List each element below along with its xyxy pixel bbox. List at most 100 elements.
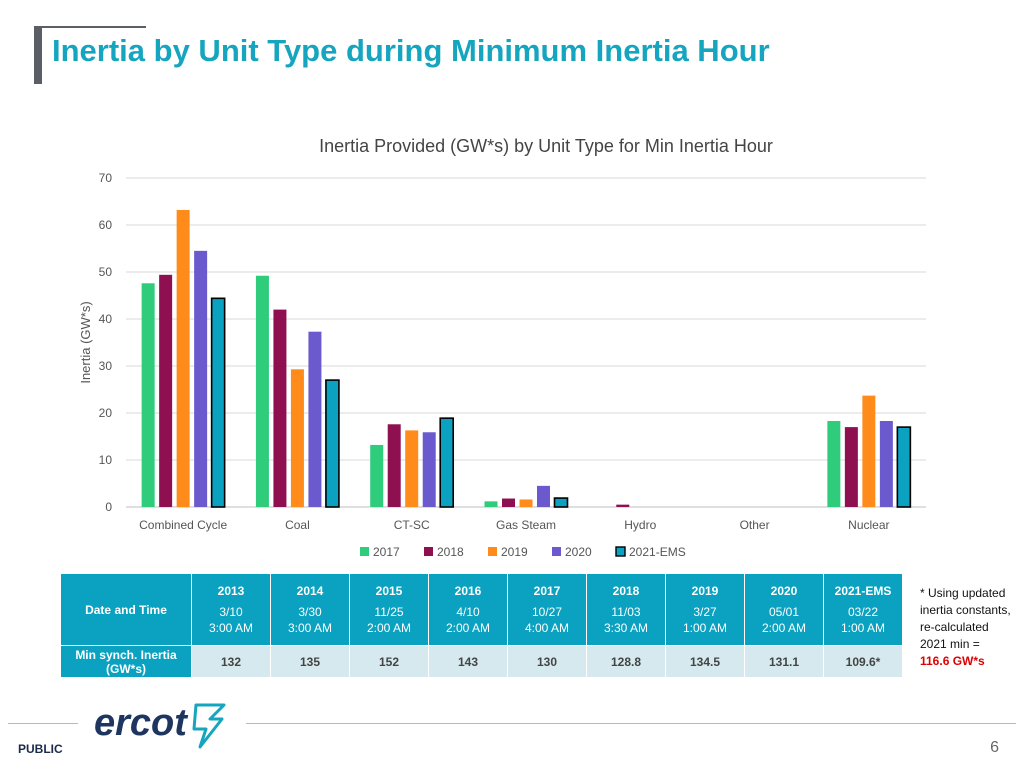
table-value: 109.6* [823,645,903,678]
bar-chart: Inertia Provided (GW*s) by Unit Type for… [78,136,926,559]
footnote: * Using updated inertia constants, re-ca… [920,585,1016,670]
bar [159,274,173,507]
row-label-min-inertia: Min synch. Inertia (GW*s) [60,645,192,678]
table-col-header: 2016 4/10 2:00 AM [428,573,508,646]
legend-swatch [424,547,433,556]
legend-swatch [488,547,497,556]
bar [194,250,208,507]
table-value: 152 [349,645,429,678]
bar [405,430,419,507]
bar [176,209,190,507]
table-time: 1:00 AM [682,620,728,635]
bar [862,395,876,507]
page-number: 6 [990,739,999,756]
table-date: 11/03 [611,604,641,619]
bar [273,309,287,507]
table-year: 2016 [454,583,482,598]
table-date: 3/10 [219,604,243,619]
x-tick-label: Gas Steam [496,518,556,532]
bar [439,417,455,508]
bar [370,444,384,507]
table-value: 134.5 [665,645,745,678]
x-tick-label: Other [740,518,770,532]
table-time: 4:00 AM [524,620,570,635]
table-value: 132 [191,645,271,678]
title-rule [34,26,146,28]
table-row: Date and Time 2013 3/10 3:00 AM 2014 3/30 3:0… [60,573,903,646]
table-time: 2:00 AM [445,620,491,635]
bar [879,420,893,507]
y-tick-label: 50 [99,265,113,279]
bar [308,331,322,507]
table-date: 4/10 [456,604,480,619]
y-tick-label: 30 [99,359,113,373]
table-time: 1:00 AM [840,620,886,635]
legend-label: 2020 [565,545,592,559]
bar [537,485,550,507]
bar [844,427,858,507]
table-col-header: 2019 3/27 1:00 AM [665,573,745,646]
table-year: 2021-EMS [834,583,892,598]
bar [502,498,515,507]
table-year: 2018 [612,583,640,598]
bar [290,369,304,507]
table-col-header: 2014 3/30 3:00 AM [270,573,350,646]
x-tick-label: CT-SC [394,518,430,532]
table-year: 2015 [375,583,403,598]
table-time: 2:00 AM [761,620,807,635]
bar [325,379,340,508]
table-date: 03/22 [847,604,879,619]
legend-label: 2017 [373,545,400,559]
chart-title: Inertia Provided (GW*s) by Unit Type for… [319,136,773,156]
table-value: 143 [428,645,508,678]
title-accent-bar [34,26,42,84]
table-time: 2:00 AM [366,620,412,635]
ercot-logo: ercot [94,702,226,749]
table-time: 3:00 AM [208,620,254,635]
bar [827,420,841,507]
x-tick-label: Coal [285,518,310,532]
table-row: Min synch. Inertia (GW*s) 132 135 152 143 13… [60,645,903,678]
y-tick-label: 20 [99,406,113,420]
legend-label: 2018 [437,545,464,559]
footnote-text: * Using updated inertia constants, re-ca… [920,586,1011,651]
bar [141,283,155,507]
bar [519,499,533,507]
y-tick-label: 0 [105,500,112,514]
min-inertia-table: Date and Time 2013 3/10 3:00 AM 2014 3/30 3:0… [60,573,903,678]
public-label: PUBLIC [18,742,63,756]
y-tick-label: 60 [99,218,113,232]
table-value: 135 [270,645,350,678]
bar [387,424,401,507]
legend-label: 2021-EMS [629,545,686,559]
table-time: 3:00 AM [287,620,333,635]
footnote-highlight: 116.6 GW*s [920,654,985,668]
legend-swatch [360,547,369,556]
legend-swatch [552,547,561,556]
table-date: 3/30 [298,604,322,619]
table-date: 10/27 [531,604,563,619]
table-value: 128.8 [586,645,666,678]
bar [422,432,436,507]
y-tick-label: 10 [99,453,113,467]
bar [896,426,912,508]
table-col-header: 2020 05/01 2:00 AM [744,573,824,646]
x-tick-label: Nuclear [848,518,889,532]
table-year: 2013 [217,583,245,598]
table-year: 2017 [533,583,561,598]
x-tick-label: Combined Cycle [139,518,227,532]
row-label-date-time: Date and Time [60,573,192,646]
lightning-icon [192,703,226,749]
legend-label: 2019 [501,545,528,559]
table-col-header: 2017 10/27 4:00 AM [507,573,587,646]
table-year: 2020 [770,583,798,598]
table-col-header: 2018 11/03 3:30 AM [586,573,666,646]
table-year: 2019 [691,583,719,598]
bar [553,497,569,508]
footer-divider-right [246,723,1016,724]
table-value: 131.1 [744,645,824,678]
table-col-header: 2021-EMS 03/22 1:00 AM [823,573,903,646]
table-year: 2014 [296,583,324,598]
bar [255,275,269,507]
bar [210,297,226,508]
